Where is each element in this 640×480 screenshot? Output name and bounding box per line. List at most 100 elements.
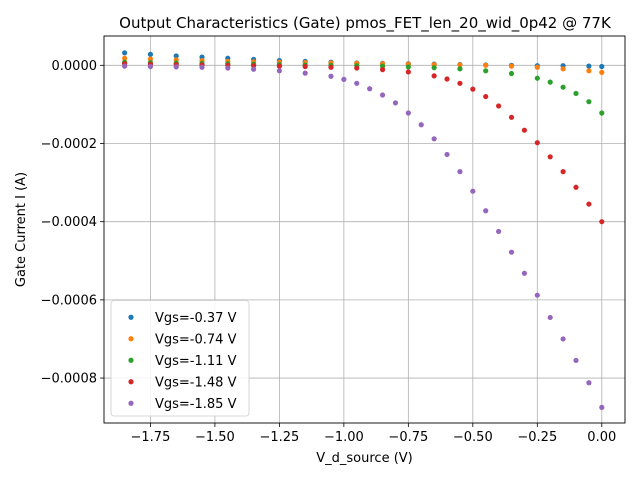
y-tick-label: −0.0008: [41, 372, 97, 387]
data-point: [405, 64, 411, 70]
data-point: [444, 76, 450, 82]
data-point: [405, 69, 411, 75]
data-point: [276, 63, 282, 69]
data-point: [547, 79, 553, 85]
data-point: [586, 380, 592, 386]
data-point: [586, 63, 592, 69]
data-point: [379, 92, 386, 98]
data-point: [147, 51, 154, 57]
data-point: [457, 80, 463, 86]
data-point: [405, 110, 411, 116]
data-point: [173, 53, 179, 59]
data-point: [534, 75, 540, 81]
data-point: [599, 219, 605, 225]
data-point: [586, 99, 592, 105]
legend-marker: [128, 400, 134, 406]
legend-box: [110, 300, 250, 417]
x-axis-ticks: −1.75 −1.50 −1.25 −1.00 −0.75 −0.50 −0.25 0.00: [131, 423, 616, 445]
data-point: [599, 63, 605, 70]
data-point: [508, 63, 515, 69]
data-point: [302, 70, 308, 76]
data-point: [379, 67, 386, 73]
data-point: [547, 154, 553, 160]
legend-label: Vgs=-1.11 V: [155, 354, 237, 369]
data-point: [302, 63, 308, 70]
data-point: [173, 64, 179, 70]
y-tick-label: 0.0000: [52, 59, 98, 74]
x-tick-label: −0.75: [388, 430, 428, 445]
data-point: [534, 140, 540, 146]
data-point: [496, 103, 502, 109]
data-point: [573, 90, 579, 97]
data-point: [547, 314, 553, 321]
data-point: [122, 63, 128, 69]
legend-label: Vgs=-1.48 V: [155, 375, 237, 390]
data-point: [599, 404, 605, 410]
data-point: [508, 114, 515, 120]
data-point: [341, 76, 347, 82]
data-point: [521, 270, 528, 276]
legend-label: Vgs=-0.37 V: [155, 311, 237, 326]
data-point: [354, 65, 360, 71]
legend-marker: [128, 314, 134, 320]
data-point: [483, 93, 489, 100]
data-point: [470, 86, 476, 92]
data-point: [534, 64, 540, 70]
data-point: [508, 70, 515, 77]
data-point: [328, 64, 334, 70]
data-point: [147, 63, 154, 70]
data-point: [431, 65, 437, 71]
data-point: [418, 122, 424, 128]
data-point: [534, 292, 540, 298]
data-point: [573, 184, 579, 190]
y-tick-label: −0.0006: [41, 293, 97, 308]
data-point: [328, 73, 334, 79]
data-point: [122, 55, 128, 61]
data-point: [560, 84, 566, 90]
data-points: [122, 50, 605, 410]
data-point: [599, 110, 605, 116]
data-point: [470, 188, 476, 194]
data-point: [599, 69, 605, 75]
data-point: [392, 100, 399, 106]
chart-title: Output Characteristics (Gate) pmos_FET_l…: [119, 14, 612, 33]
legend-marker: [128, 336, 134, 342]
y-axis-label: Gate Current I (A): [14, 172, 29, 287]
x-tick-label: −0.25: [517, 430, 557, 445]
x-axis-label: V_d_source (V): [316, 451, 412, 466]
legend: Vgs=-0.37 V Vgs=-0.74 V Vgs=-1.11 V Vgs=-1.…: [110, 300, 250, 417]
legend-marker: [128, 379, 134, 385]
data-point: [431, 136, 437, 142]
data-point: [444, 151, 450, 158]
data-point: [560, 336, 566, 342]
y-tick-label: −0.0004: [41, 215, 97, 230]
data-point: [521, 127, 528, 133]
legend-label: Vgs=-0.74 V: [155, 332, 237, 347]
data-point: [508, 249, 515, 255]
data-point: [483, 68, 489, 74]
x-tick-label: −1.50: [195, 430, 235, 445]
y-axis-ticks: 0.0000 −0.0002 −0.0004 −0.0006 −0.0008: [41, 59, 104, 387]
legend-marker: [128, 357, 134, 363]
data-point: [276, 68, 282, 74]
data-point: [354, 80, 360, 86]
data-point: [250, 66, 257, 72]
y-tick-label: −0.0002: [41, 137, 97, 152]
data-point: [457, 66, 463, 72]
x-tick-label: −1.75: [131, 430, 171, 445]
plot-frame: [103, 35, 626, 424]
x-tick-label: −1.25: [259, 430, 299, 445]
data-point: [199, 64, 205, 70]
data-point: [560, 66, 566, 72]
data-point: [457, 62, 463, 68]
x-tick-label: −1.00: [324, 430, 364, 445]
data-point: [586, 68, 592, 74]
data-point: [573, 357, 579, 364]
data-point: [586, 201, 592, 207]
x-tick-label: −0.50: [453, 430, 493, 445]
data-point: [225, 65, 231, 71]
data-point: [367, 86, 373, 92]
x-tick-label: 0.00: [587, 430, 616, 445]
